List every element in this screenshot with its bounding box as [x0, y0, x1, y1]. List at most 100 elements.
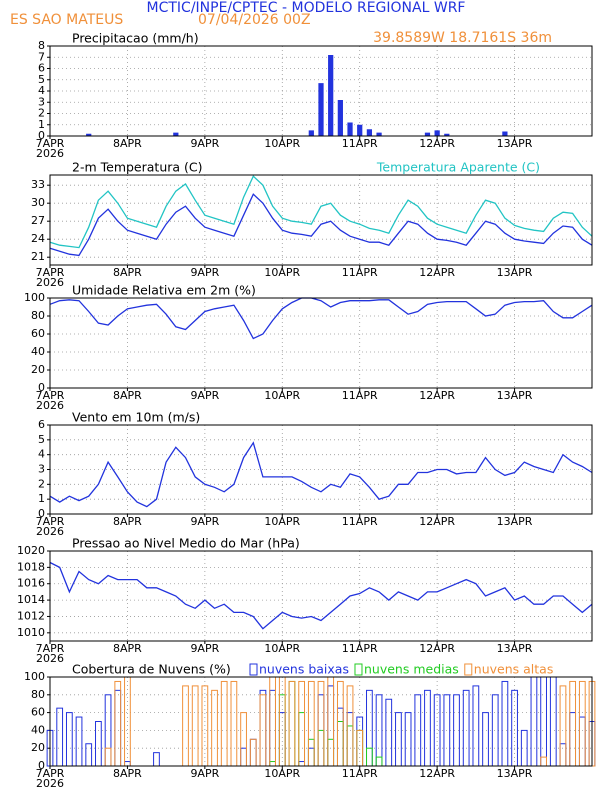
- bar: [414, 694, 422, 767]
- x-tick-label: 12APR: [419, 389, 455, 402]
- bar: [404, 712, 412, 767]
- y-tick-label: 24: [31, 232, 45, 245]
- y-tick-label: 30: [31, 196, 45, 209]
- y-tick-label: 40: [31, 723, 45, 736]
- x-tick-label: 10APR: [264, 389, 300, 402]
- bar: [569, 680, 577, 767]
- plot-frame: [49, 550, 593, 642]
- y-tick-label: 80: [31, 309, 45, 322]
- bar: [95, 721, 102, 767]
- location: 39.8589W 18.7161S 36m: [373, 30, 552, 46]
- x-tick-label: 8APR: [113, 515, 142, 528]
- bar: [249, 738, 257, 767]
- bar: [240, 747, 247, 767]
- bar: [182, 685, 189, 767]
- bar: [249, 738, 257, 767]
- bar: [86, 133, 92, 136]
- bar: [501, 680, 509, 767]
- x-tick-label: 10APR: [264, 266, 300, 279]
- bar: [385, 698, 393, 767]
- y-tick-label: 6: [38, 418, 45, 431]
- y-tick-label: 100: [24, 291, 45, 304]
- panel-title: Pressao ao Nivel Medio do Mar (hPa): [72, 536, 300, 551]
- year-label: 2026: [36, 147, 64, 160]
- bar: [288, 680, 296, 767]
- bar: [424, 689, 431, 767]
- legend-label: nuvens altas: [474, 662, 554, 677]
- y-tick-label: 5: [38, 433, 45, 446]
- y-tick-label: 0: [38, 759, 45, 772]
- x-tick-label: 9APR: [190, 137, 219, 150]
- x-tick-label: 11APR: [342, 137, 378, 150]
- y-tick-label: 20: [31, 741, 45, 754]
- plot-frame: [49, 424, 593, 515]
- x-tick-label: 9APR: [190, 389, 219, 402]
- x-tick-label: 10APR: [264, 767, 300, 780]
- y-tick-label: 3: [38, 463, 45, 476]
- y-tick-label: 6: [38, 62, 45, 75]
- plot-frame: [49, 676, 593, 767]
- panel-title: Umidade Relativa em 2m (%): [72, 283, 256, 298]
- x-tick-label: 13APR: [497, 137, 533, 150]
- year-label: 2026: [36, 399, 64, 412]
- bar: [75, 716, 83, 767]
- x-tick-label: 11APR: [342, 266, 378, 279]
- x-tick-label: 13APR: [497, 767, 533, 780]
- bar: [298, 680, 306, 767]
- y-tick-label: 1012: [17, 609, 45, 622]
- x-tick-label: 8APR: [113, 266, 142, 279]
- bar: [530, 676, 538, 767]
- y-tick-label: 60: [31, 327, 45, 340]
- x-tick-label: 13APR: [497, 642, 533, 655]
- x-tick-label: 8APR: [113, 642, 142, 655]
- y-tick-label: 7: [38, 50, 45, 63]
- y-tick-label: 2: [38, 107, 45, 120]
- bar: [347, 122, 353, 136]
- x-tick-label: 9APR: [190, 266, 219, 279]
- bar: [549, 676, 557, 767]
- bar: [366, 747, 373, 767]
- bar: [578, 680, 586, 767]
- bar: [569, 712, 577, 767]
- bar: [356, 729, 364, 767]
- legend-label: Temperatura Aparente (C): [376, 160, 540, 175]
- y-tick-label: 20: [31, 363, 45, 376]
- panel-title: 2-m Temperatura (C): [72, 160, 203, 175]
- legend-swatch: [354, 663, 363, 676]
- x-tick-label: 8APR: [113, 389, 142, 402]
- bar: [336, 707, 344, 767]
- x-tick-label: 11APR: [342, 389, 378, 402]
- bar: [327, 685, 335, 767]
- bar: [559, 743, 567, 767]
- bar: [337, 100, 343, 136]
- bar: [153, 752, 160, 767]
- bar: [540, 756, 547, 767]
- bar: [211, 689, 218, 767]
- x-tick-label: 10APR: [264, 137, 300, 150]
- bar: [540, 676, 547, 767]
- bar: [366, 689, 373, 767]
- x-tick-label: 9APR: [190, 642, 219, 655]
- bar: [327, 738, 335, 767]
- bar: [65, 712, 73, 767]
- year-label: 2026: [36, 276, 64, 289]
- y-tick-label: 21: [31, 250, 45, 263]
- bar: [307, 747, 315, 767]
- bar: [444, 133, 450, 136]
- plot-frame: [49, 174, 593, 266]
- y-tick-label: 100: [24, 670, 45, 683]
- bar: [308, 130, 314, 136]
- bar: [395, 712, 402, 767]
- bar: [220, 680, 228, 767]
- year-label: 2026: [36, 525, 64, 538]
- station-name: ES SAO MATEUS: [10, 12, 123, 28]
- x-tick-label: 13APR: [497, 389, 533, 402]
- y-tick-label: 1018: [17, 560, 45, 573]
- bar: [85, 743, 93, 767]
- line-series: [49, 175, 593, 249]
- x-tick-label: 12APR: [419, 515, 455, 528]
- x-tick-label: 7APR: [36, 389, 65, 402]
- y-tick-label: 1: [38, 492, 45, 505]
- y-tick-label: 3: [38, 95, 45, 108]
- x-tick-label: 11APR: [342, 515, 378, 528]
